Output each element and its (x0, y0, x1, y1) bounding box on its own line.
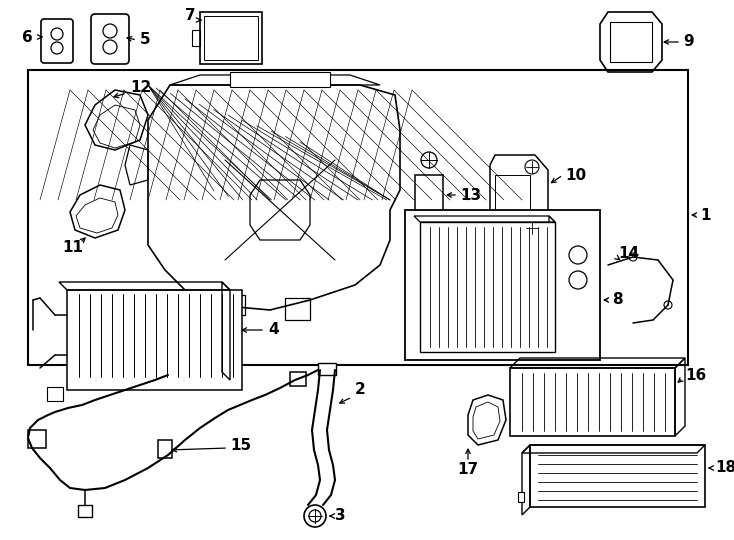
Circle shape (421, 152, 437, 168)
Bar (530, 445, 705, 507)
Circle shape (309, 510, 321, 522)
Text: 16: 16 (685, 368, 706, 382)
Circle shape (103, 40, 117, 54)
Text: 15: 15 (230, 437, 251, 453)
Text: 3: 3 (335, 509, 346, 523)
Circle shape (664, 301, 672, 309)
Bar (204, 16, 258, 60)
Circle shape (50, 42, 64, 56)
Bar (405, 210, 600, 360)
Circle shape (50, 26, 64, 40)
Bar (420, 222, 555, 352)
Text: 8: 8 (612, 293, 622, 307)
Circle shape (525, 221, 539, 235)
Text: 9: 9 (683, 35, 694, 50)
Bar (28, 70, 688, 365)
Bar (518, 492, 524, 502)
Bar (419, 217, 439, 229)
Text: 1: 1 (700, 207, 711, 222)
Text: 12: 12 (130, 80, 151, 96)
Polygon shape (148, 85, 400, 310)
Bar (415, 175, 443, 217)
Text: 10: 10 (565, 167, 586, 183)
Circle shape (629, 253, 637, 261)
Circle shape (51, 28, 63, 40)
FancyBboxPatch shape (41, 19, 73, 63)
Bar (200, 12, 262, 64)
Bar (28, 430, 46, 448)
Bar (510, 368, 675, 436)
Text: 17: 17 (457, 462, 479, 477)
Circle shape (569, 246, 587, 264)
Bar (158, 440, 172, 458)
Bar (78, 505, 92, 517)
Circle shape (103, 24, 117, 38)
Bar (290, 372, 306, 386)
Bar (230, 72, 330, 87)
Text: 18: 18 (715, 461, 734, 476)
Circle shape (525, 160, 539, 174)
FancyBboxPatch shape (91, 14, 129, 64)
Text: 2: 2 (355, 382, 366, 397)
Text: 7: 7 (185, 8, 196, 23)
Bar (47, 387, 63, 401)
Circle shape (569, 271, 587, 289)
Text: 11: 11 (62, 240, 83, 255)
Circle shape (51, 42, 63, 54)
Bar (67, 290, 242, 390)
Bar (610, 22, 652, 62)
Text: 5: 5 (140, 32, 150, 48)
Bar (318, 363, 336, 375)
Text: 6: 6 (22, 30, 33, 44)
Text: 14: 14 (618, 246, 639, 260)
Bar (495, 175, 530, 220)
Circle shape (304, 505, 326, 527)
Text: 13: 13 (460, 187, 481, 202)
Text: 4: 4 (268, 322, 279, 338)
